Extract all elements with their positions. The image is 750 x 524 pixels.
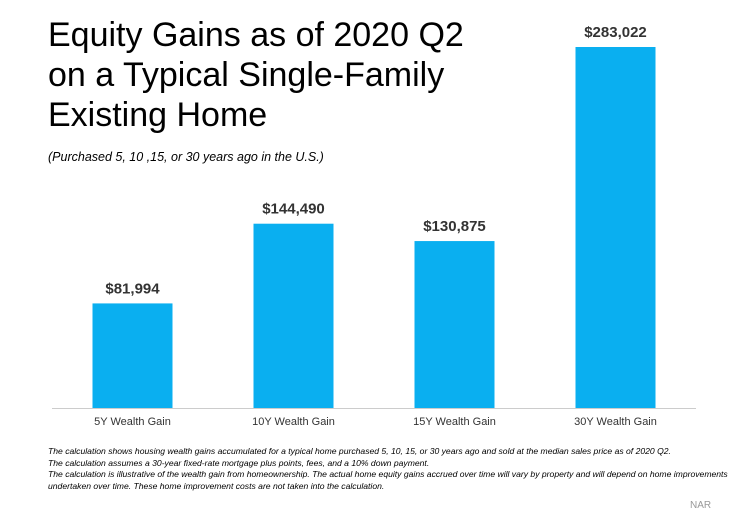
x-tick-label: 30Y Wealth Gain bbox=[574, 416, 657, 428]
x-tick-label: 15Y Wealth Gain bbox=[413, 416, 496, 428]
chart-title: on a Typical Single-Family bbox=[48, 56, 444, 94]
chart-subtitle: (Purchased 5, 10 ,15, or 30 years ago in… bbox=[48, 150, 324, 164]
bar bbox=[414, 241, 495, 408]
chart-title: Equity Gains as of 2020 Q2 bbox=[48, 16, 464, 54]
value-label: $283,022 bbox=[584, 24, 647, 41]
source: NAR bbox=[690, 500, 712, 511]
bar bbox=[575, 47, 656, 408]
x-tick-label: 10Y Wealth Gain bbox=[252, 416, 335, 428]
chart-title: Existing Home bbox=[48, 96, 267, 134]
notes: The calculation shows housing wealth gai… bbox=[48, 446, 728, 492]
value-label: $81,994 bbox=[105, 280, 160, 297]
x-tick-label: 5Y Wealth Gain bbox=[94, 416, 171, 428]
note: The calculation shows housing wealth gai… bbox=[48, 446, 671, 456]
value-label: $130,875 bbox=[423, 218, 486, 235]
note: The calculation is illustrative of the w… bbox=[48, 469, 728, 491]
bar bbox=[92, 303, 173, 408]
note: The calculation assumes a 30-year fixed-… bbox=[48, 457, 430, 468]
bar bbox=[253, 223, 334, 408]
value-label: $144,490 bbox=[262, 201, 325, 218]
